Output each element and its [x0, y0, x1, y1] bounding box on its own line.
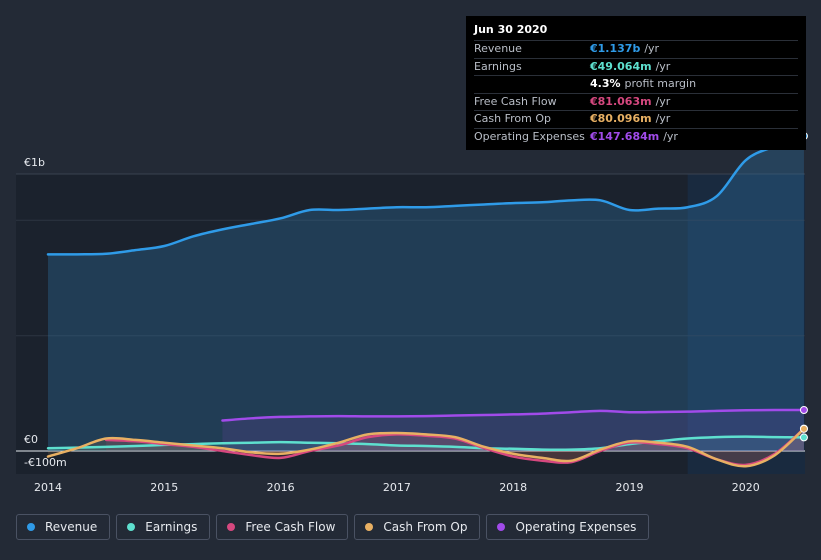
- tooltip-row-value: €80.096m: [590, 112, 652, 125]
- legend-dot-icon: [27, 523, 35, 531]
- operating-expenses-endpoint: [799, 406, 808, 415]
- earnings-endpoint: [799, 433, 808, 442]
- tooltip-row-label: Revenue: [474, 42, 522, 55]
- tooltip-row-label: Earnings: [474, 59, 522, 73]
- legend-label: Earnings: [145, 520, 198, 534]
- legend: Revenue Earnings Free Cash Flow Cash From O…: [16, 514, 650, 542]
- tooltip-row-value: €1.137b: [590, 42, 641, 55]
- y-tick-label-zero: €0: [24, 433, 38, 446]
- tooltip-row-label: Free Cash Flow: [474, 94, 557, 108]
- tooltip-row: Free Cash Flow €81.063m/yr: [474, 92, 798, 111]
- tooltip-row-unit: /yr: [644, 42, 660, 55]
- x-tick-label-2015: 2015: [150, 481, 178, 494]
- legend-item-free-cash-flow[interactable]: Free Cash Flow: [216, 514, 349, 540]
- tooltip-row-label: Cash From Op: [474, 112, 552, 125]
- legend-label: Free Cash Flow: [245, 520, 336, 534]
- tooltip-row-unit: /yr: [663, 129, 678, 143]
- legend-label: Operating Expenses: [515, 520, 637, 534]
- legend-item-revenue[interactable]: Revenue: [16, 514, 111, 540]
- tooltip-row-label: Operating Expenses: [474, 129, 585, 143]
- tooltip-row: Operating Expenses €147.684m/yr: [474, 127, 798, 146]
- legend-item-earnings[interactable]: Earnings: [116, 514, 211, 540]
- legend-dot-icon: [227, 523, 236, 531]
- revenue-line: [46, 134, 806, 256]
- cash-from-op-endpoint: [799, 424, 808, 433]
- tooltip-row-unit: /yr: [655, 94, 671, 108]
- cash-from-op-area: [48, 428, 804, 467]
- legend-label: Revenue: [45, 520, 98, 534]
- tooltip-row: Revenue €1.137b/yr: [474, 40, 798, 58]
- operating-expenses-line: [221, 408, 806, 422]
- plot-background: [16, 174, 805, 474]
- y-tick-label-top: €1b: [24, 156, 45, 169]
- x-tick-label-2014: 2014: [34, 481, 62, 494]
- tooltip-row-value: 4.3%: [590, 77, 621, 90]
- tooltip-row: 4.3% profit margin: [474, 75, 798, 93]
- tooltip-row: Cash From Op €80.096m/yr: [474, 110, 798, 128]
- tooltip-date: Jun 30 2020: [474, 23, 548, 36]
- tooltip-row-unit: profit margin: [624, 77, 697, 90]
- legend-item-operating-expenses[interactable]: Operating Expenses: [486, 514, 650, 540]
- forecast-region: [687, 174, 805, 474]
- legend-item-cash-from-op[interactable]: Cash From Op: [354, 514, 481, 540]
- tooltip-row-label: [474, 76, 590, 93]
- x-tick-label-2019: 2019: [616, 481, 644, 494]
- free-cash-flow-line: [104, 427, 806, 467]
- cash-from-op-line: [46, 427, 806, 468]
- tooltip-row: Earnings €49.064m/yr: [474, 57, 798, 76]
- x-tick-label-2020: 2020: [732, 481, 760, 494]
- x-tick-label-2016: 2016: [267, 481, 295, 494]
- legend-dot-icon: [365, 523, 374, 531]
- revenue-area: [48, 136, 804, 451]
- legend-label: Cash From Op: [383, 520, 468, 534]
- tooltip-row-value: €147.684m: [590, 129, 660, 143]
- legend-dot-icon: [497, 523, 506, 531]
- tooltip-row-unit: /yr: [655, 112, 671, 125]
- tooltip-row-value: €81.063m: [590, 94, 652, 108]
- x-tick-label-2018: 2018: [499, 481, 527, 494]
- tooltip-row-unit: /yr: [655, 59, 671, 73]
- y-tick-label-bottom: -€100m: [24, 456, 67, 469]
- x-tick-label-2017: 2017: [383, 481, 411, 494]
- tooltip-row-value: €49.064m: [590, 59, 652, 73]
- legend-dot-icon: [127, 523, 136, 531]
- tooltip: Jun 30 2020 Revenue €1.137b/yr Earnings €49…: [466, 16, 806, 150]
